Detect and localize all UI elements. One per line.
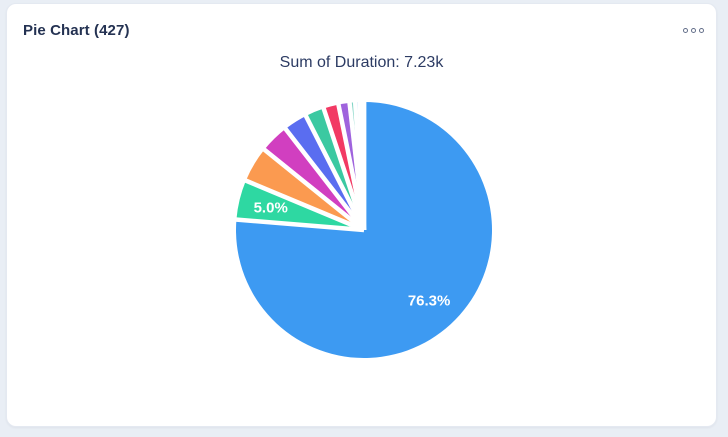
- pie-slice-3[interactable]: [264, 128, 364, 230]
- slice-separator: [262, 147, 366, 232]
- slice-label: 76.3%: [408, 293, 451, 310]
- slice-separator: [303, 114, 367, 232]
- menu-dot: [683, 27, 688, 33]
- slice-separator: [283, 126, 366, 232]
- slice-separator: [321, 106, 367, 231]
- slice-separator: [235, 217, 365, 233]
- panel-title: Pie Chart (427): [23, 21, 130, 39]
- chart-title: Sum of Duration: 7.23k: [279, 54, 444, 71]
- pie-slice-2[interactable]: [245, 149, 364, 230]
- menu-dot: [691, 27, 696, 33]
- panel-header: Pie Chart (427): [7, 4, 716, 44]
- slice-label: 5.0%: [254, 199, 288, 216]
- slice-separator: [244, 178, 365, 233]
- menu-dot: [699, 27, 704, 33]
- pie-chart[interactable]: 76.3% 5.0%: [7, 4, 718, 428]
- ellipsis-menu-icon[interactable]: [681, 24, 706, 37]
- pie-chart-panel: Pie Chart (427) Sum of Duration: 7.23k 7…: [6, 3, 717, 427]
